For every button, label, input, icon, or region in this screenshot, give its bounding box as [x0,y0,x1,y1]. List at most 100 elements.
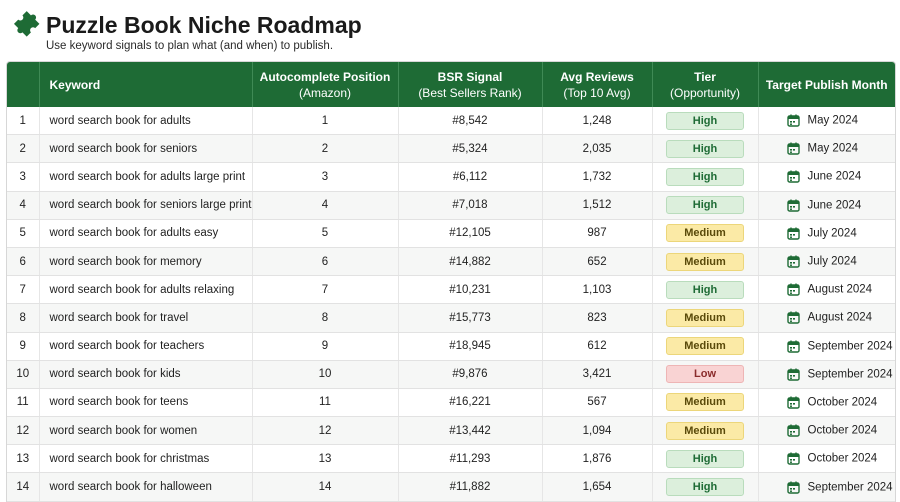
row-index: 13 [7,444,40,474]
table-row[interactable]: 7 word search book for adults relaxing 7 #1… [7,275,895,305]
table-row[interactable]: 8 word search book for travel 8 #15,773 823 M… [7,303,895,333]
tier-badge: Medium [666,252,744,271]
column-header-label: BSR Signal [437,69,503,84]
autocomplete-position-cell: 3 [252,162,399,192]
keyword-cell: word search book for seniors [39,134,253,164]
calendar-icon [786,311,800,325]
table-row[interactable]: 9 word search book for teachers 9 #18,945 61… [7,332,895,361]
table-row[interactable]: 3 word search book for adults large print… [7,162,895,192]
tier-badge: High [666,111,744,130]
avg-reviews-cell: 987 [542,219,653,248]
publish-month-cell: October 2024 [758,388,895,418]
bsr-cell: #15,773 [398,303,543,333]
column-header-month[interactable]: Target Publish Month [758,62,895,107]
publish-month-label: September 2024 [807,340,893,353]
page-subtitle: Use keyword signals to plan what (and wh… [46,40,334,52]
tier-cell: Medium [652,219,759,248]
tier-cell: Medium [652,388,759,418]
tier-cell: High [652,134,759,164]
column-header-autocomplete[interactable]: Autocomplete Position (Amazon) [252,62,399,107]
tier-badge: High [666,139,744,158]
autocomplete-position-cell: 13 [252,444,399,474]
column-header-tier[interactable]: Tier (Opportunity) [652,62,759,107]
bsr-cell: #7,018 [398,191,543,220]
bsr-cell: #18,945 [398,332,543,361]
avg-reviews-cell: 2,035 [542,134,653,164]
avg-reviews-cell: 1,876 [542,444,653,474]
tier-cell: Medium [652,332,759,361]
column-header-reviews[interactable]: Avg Reviews (Top 10 Avg) [542,62,653,107]
tier-badge: Medium [666,337,744,356]
bsr-cell: #16,221 [398,388,543,418]
table-row[interactable]: 6 word search book for memory 6 #14,882 652 M… [7,247,895,277]
autocomplete-position-cell: 5 [252,219,399,248]
autocomplete-position-cell: 4 [252,191,399,220]
table-row[interactable]: 12 word search book for women 12 #13,442 1,0… [7,416,895,446]
calendar-icon [786,396,800,409]
autocomplete-position-cell: 6 [252,247,399,277]
bsr-cell: #10,231 [398,275,543,305]
avg-reviews-cell: 567 [542,388,653,418]
publish-month-label: September 2024 [807,368,893,381]
keyword-cell: word search book for travel [39,303,253,333]
column-header-keyword[interactable]: Keyword [39,62,253,107]
bsr-cell: #13,442 [398,416,543,446]
keyword-cell: word search book for kids [39,360,253,389]
keyword-cell: word search book for memory [39,247,253,277]
tier-cell: Low [652,360,759,389]
tier-badge: High [666,449,744,468]
table-row[interactable]: 2 word search book for seniors 2 #5,324 2,03… [7,134,895,164]
column-header-sublabel: (Opportunity) [669,85,741,100]
table-row[interactable]: 5 word search book for adults easy 5 #12,10… [7,219,895,248]
column-header-sublabel: (Top 10 Avg) [563,85,631,100]
column-header-label: Tier [694,69,716,84]
row-index: 7 [7,275,40,305]
publish-month-cell: June 2024 [758,191,895,220]
tier-badge: Medium [666,393,744,412]
table-row[interactable]: 11 word search book for teens 11 #16,221 567… [7,388,895,418]
table-row[interactable]: 1 word search book for adults 1 #8,542 1,248… [7,107,895,136]
avg-reviews-cell: 1,103 [542,275,653,305]
row-index: 12 [7,416,40,446]
puzzle-piece-icon [12,10,40,38]
row-index: 10 [7,360,40,389]
tier-cell: High [652,275,759,305]
publish-month-cell: September 2024 [758,360,895,389]
tier-cell: High [652,472,759,502]
publish-month-cell: August 2024 [758,303,895,333]
publish-month-label: October 2024 [807,396,878,409]
autocomplete-position-cell: 1 [252,107,399,136]
autocomplete-position-cell: 8 [252,303,399,333]
keyword-cell: word search book for adults easy [39,219,253,248]
keyword-cell: word search book for halloween [39,472,253,502]
tier-badge: Medium [666,421,744,440]
bsr-cell: #11,882 [398,472,543,502]
avg-reviews-cell: 1,732 [542,162,653,192]
table-row[interactable]: 10 word search book for kids 10 #9,876 3,421… [7,360,895,389]
avg-reviews-cell: 612 [542,332,653,361]
calendar-icon [786,142,800,155]
row-index: 2 [7,134,40,164]
publish-month-cell: October 2024 [758,416,895,446]
calendar-icon [786,481,800,494]
calendar-icon [786,368,800,381]
calendar-icon [786,170,800,184]
bsr-cell: #14,882 [398,247,543,277]
table-row[interactable]: 14 word search book for halloween 14 #11,88… [7,472,895,502]
row-index: 5 [7,219,40,248]
calendar-icon [786,340,800,353]
bsr-cell: #12,105 [398,219,543,248]
calendar-icon [786,452,800,466]
avg-reviews-cell: 823 [542,303,653,333]
tier-cell: High [652,191,759,220]
column-header-bsr[interactable]: BSR Signal (Best Sellers Rank) [398,62,543,107]
avg-reviews-cell: 3,421 [542,360,653,389]
table-row[interactable]: 13 word search book for christmas 13 #11,29… [7,444,895,474]
column-header-label: Autocomplete Position [259,69,391,84]
calendar-icon [786,199,800,212]
row-index: 9 [7,332,40,361]
table-row[interactable]: 4 word search book for seniors large prin… [7,191,895,220]
publish-month-label: August 2024 [807,283,873,296]
keyword-cell: word search book for teens [39,388,253,418]
roadmap-table: Keyword Autocomplete Position (Amazon) B… [6,61,896,502]
